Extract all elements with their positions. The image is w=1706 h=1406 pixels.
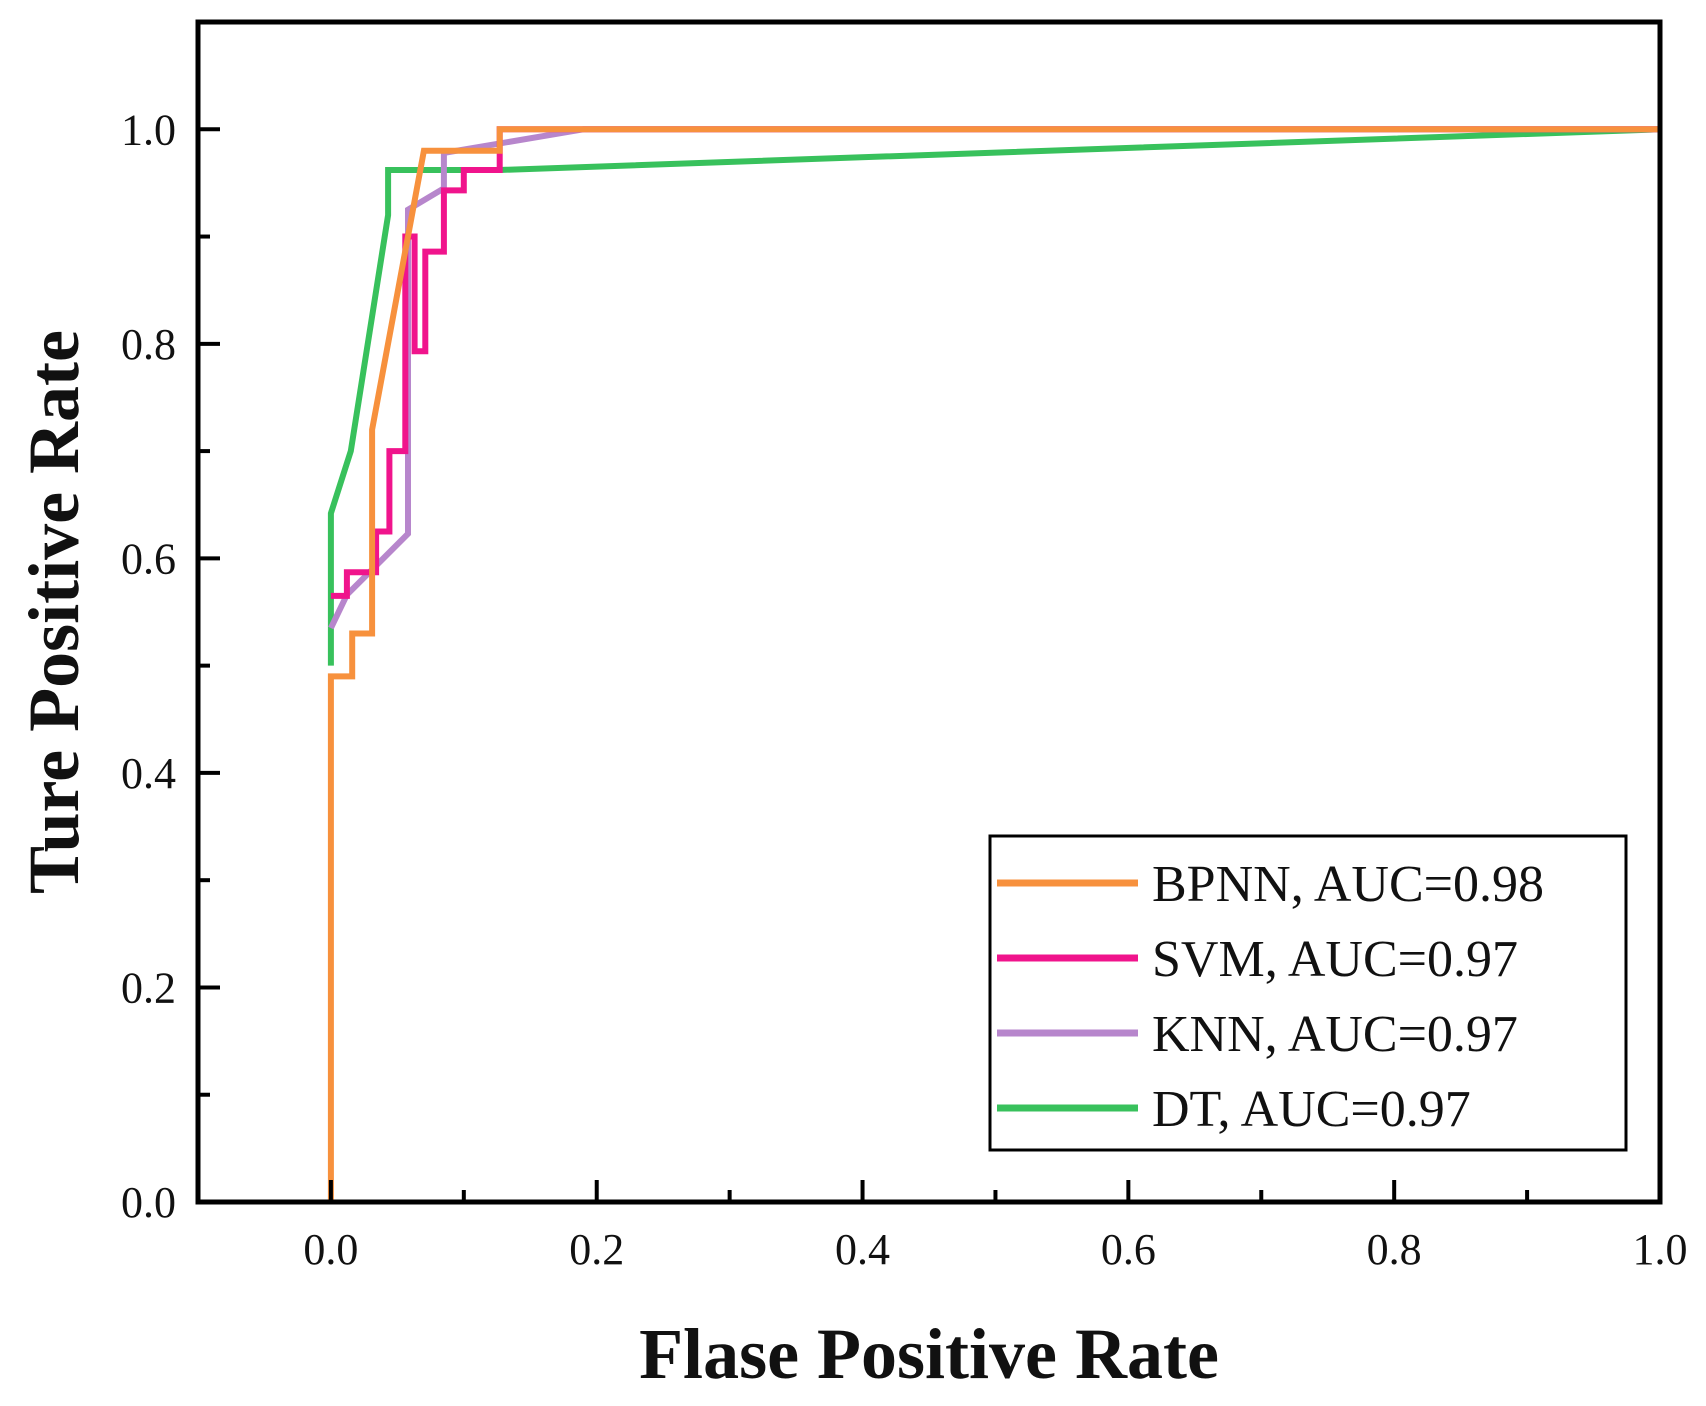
y-tick-label: 0.8	[121, 320, 176, 369]
legend-label: BPNN, AUC=0.98	[1152, 856, 1544, 913]
x-tick-label: 0.8	[1367, 1225, 1422, 1274]
ticks-layer: 0.0 0.2 0.4 0.6 0.8 1.0 0.0 0.2 0.4 0.6 0.8 1.0	[121, 105, 1688, 1274]
y-tick-label: 1.0	[121, 105, 176, 154]
y-tick-label: 0.6	[121, 534, 176, 583]
x-tick-label: 1.0	[1633, 1225, 1688, 1274]
series-line-svm	[330, 126, 1660, 599]
x-tick-label: 0.4	[835, 1225, 890, 1274]
series-line-bpnn	[327, 126, 1660, 1202]
legend-label: SVM, AUC=0.97	[1152, 931, 1518, 988]
y-tick-label: 0.2	[121, 963, 176, 1012]
legend-label: KNN, AUC=0.97	[1152, 1006, 1518, 1063]
x-tick-label: 0.6	[1101, 1225, 1156, 1274]
x-tick-label: 0.0	[303, 1225, 358, 1274]
legend-label: DT, AUC=0.97	[1152, 1081, 1471, 1138]
legend-box	[988, 834, 1628, 1152]
x-tick-label: 0.2	[569, 1225, 624, 1274]
x-axis-title: Flase Positive Rate	[639, 1314, 1219, 1394]
plot-frame	[195, 19, 1663, 1205]
series-layer	[327, 126, 1661, 1202]
series-line-knn	[328, 126, 1660, 630]
legend: BPNN, AUC=0.98 SVM, AUC=0.97 KNN, AUC=0.97…	[988, 834, 1628, 1152]
y-axis-title: Ture Positive Rate	[14, 330, 94, 894]
y-tick-label: 0.4	[121, 749, 176, 798]
y-tick-label: 0.0	[121, 1178, 176, 1227]
